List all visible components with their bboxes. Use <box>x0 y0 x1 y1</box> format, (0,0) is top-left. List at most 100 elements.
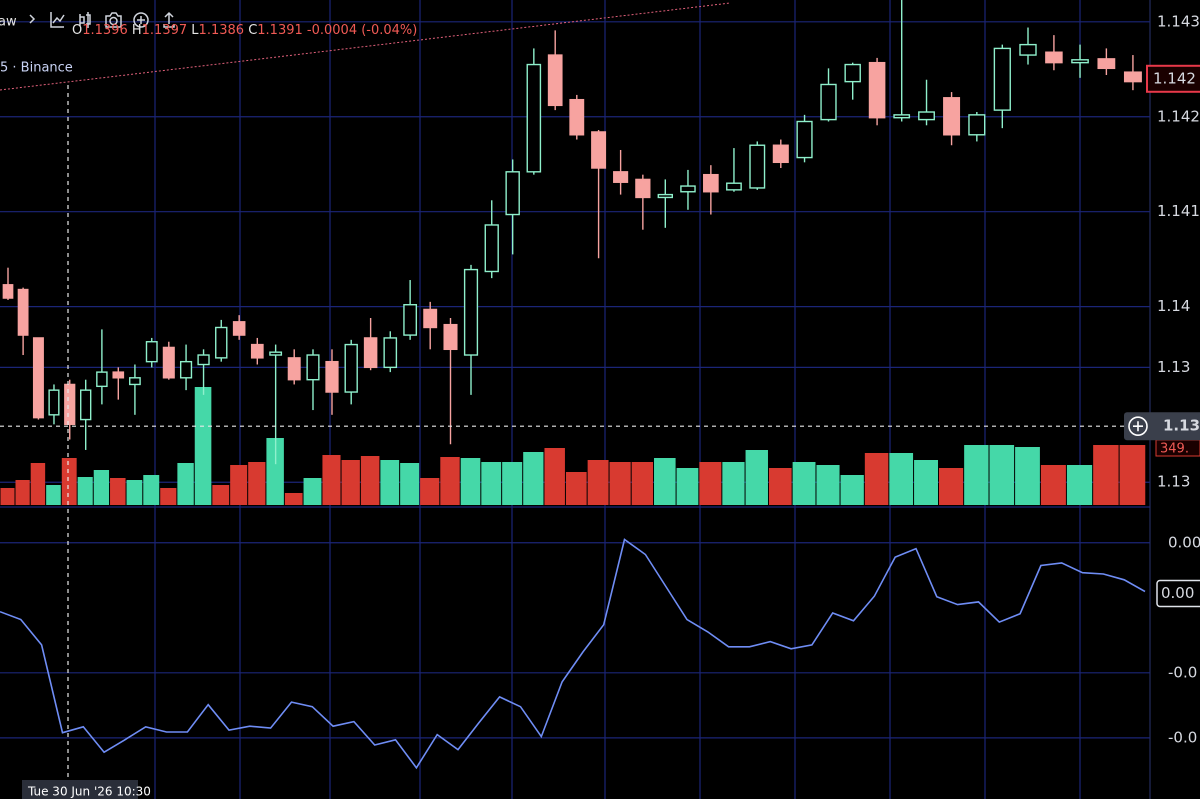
candle-body <box>591 131 607 169</box>
icon-publish[interactable] <box>163 11 175 28</box>
time-label-box <box>22 780 138 799</box>
candle-body <box>325 360 339 393</box>
candle-body <box>505 171 520 216</box>
y-tick-label: -0.0 <box>1168 728 1197 746</box>
candle-body <box>80 389 92 421</box>
ohlc-value: 1.1396 <box>82 23 128 38</box>
volume-bar <box>400 463 420 505</box>
indicator-value-label: 0.00 <box>1161 584 1194 602</box>
candle-body <box>526 63 542 173</box>
candle-body <box>17 288 29 336</box>
volume-bar <box>676 468 699 505</box>
candle-body <box>703 173 719 193</box>
crosshair-add-cross <box>1133 421 1143 432</box>
toolbar-label: aw <box>0 15 17 30</box>
candle-body <box>772 144 789 164</box>
candle-body <box>287 357 301 381</box>
candle-body <box>635 178 651 199</box>
volume-bar <box>864 453 889 505</box>
volume-bar <box>722 462 745 505</box>
icon-add[interactable] <box>133 12 149 28</box>
volume-bar <box>230 465 248 505</box>
ohlc-legend: O1.1396 H1.1397 L1.1386 C1.1391 -0.0004 … <box>72 23 417 38</box>
volume-bar <box>609 462 631 505</box>
volume-bar <box>631 462 654 505</box>
candle-body <box>145 341 158 363</box>
icon-snapshot[interactable] <box>105 12 122 28</box>
volume-bar <box>61 458 77 505</box>
candle-body <box>129 377 141 386</box>
volume-bar <box>989 445 1015 505</box>
volume-bar <box>816 465 840 505</box>
candle-body <box>363 337 378 369</box>
candle-body <box>657 193 673 199</box>
volume-bar <box>964 445 989 505</box>
volume-bar <box>792 462 816 505</box>
volume-bar <box>212 485 230 505</box>
candle-body <box>569 98 585 136</box>
volume-bar <box>77 477 93 505</box>
legend: O1.1396 H1.1397 L1.1386 C1.1391 -0.0004 … <box>0 23 417 76</box>
volume-bar <box>30 463 46 505</box>
candle-body <box>269 351 283 356</box>
volume-bar <box>699 462 722 505</box>
icon-indicators[interactable] <box>50 12 65 28</box>
candle-body <box>1045 51 1063 64</box>
candle-body <box>918 111 935 121</box>
y-tick-label: 1.13 <box>1157 358 1190 376</box>
indicator-pane <box>0 538 1146 770</box>
volume-bar <box>565 472 587 505</box>
toolbar: aw <box>0 11 175 30</box>
candle-body <box>993 47 1011 111</box>
price-axis: 1.143 1.142 1.141 1.14 1.13 1.13 0.00 -0.0 -0.0 3… <box>1124 12 1200 746</box>
volume-bar <box>460 458 481 505</box>
icon-chevron[interactable] <box>29 14 36 24</box>
volume-bar <box>745 450 768 505</box>
ohlc-key: L <box>191 23 199 38</box>
candle-body <box>179 360 193 379</box>
volume-bar <box>284 493 303 505</box>
time-label: Tue 30 Jun '26 10:30 <box>22 780 151 799</box>
candle-body <box>403 304 418 336</box>
crosshair-add-button[interactable] <box>1128 416 1148 437</box>
symbol[interactable]: 5 · Binance <box>0 61 73 76</box>
candle-body <box>232 321 246 336</box>
volume-bar <box>46 485 61 505</box>
candle-body <box>726 182 742 191</box>
candle-body <box>463 268 479 356</box>
ohlc-value: 1.1386 <box>199 23 245 38</box>
change: -0.0004 (-0.04%) <box>307 23 417 38</box>
volume-pane <box>0 387 1146 505</box>
candle-body <box>96 371 108 388</box>
volume-bar <box>502 462 523 505</box>
ohlc-value: 1.1391 <box>257 23 303 38</box>
toolbar-icons[interactable] <box>29 11 175 28</box>
volume-bar <box>481 462 502 505</box>
volume-bar <box>654 458 676 505</box>
volume-bar <box>840 475 864 505</box>
candle-body <box>868 61 886 119</box>
volume-bar <box>248 462 266 505</box>
candle-body <box>32 337 44 419</box>
icon-candles[interactable] <box>79 12 91 28</box>
icon-add-cross <box>137 16 145 24</box>
candle-body <box>162 346 175 379</box>
volume-bar <box>194 387 212 505</box>
indicator-line <box>0 538 1146 770</box>
volume-bar <box>420 478 440 505</box>
y-tick-label: 1.141 <box>1157 202 1200 220</box>
volume-bar <box>126 480 143 505</box>
candle-body <box>1123 71 1142 83</box>
crosshair-price-label: 1.13 <box>1163 417 1200 435</box>
candle-body <box>820 83 837 121</box>
volume-bar <box>303 478 322 505</box>
candle-body <box>484 224 499 273</box>
ohlc-key: C <box>248 23 257 38</box>
volume-bar <box>110 478 126 505</box>
volume-bar <box>914 460 938 505</box>
candle-body <box>112 371 125 379</box>
candle-body <box>197 354 210 366</box>
volume-bar <box>1093 445 1119 505</box>
